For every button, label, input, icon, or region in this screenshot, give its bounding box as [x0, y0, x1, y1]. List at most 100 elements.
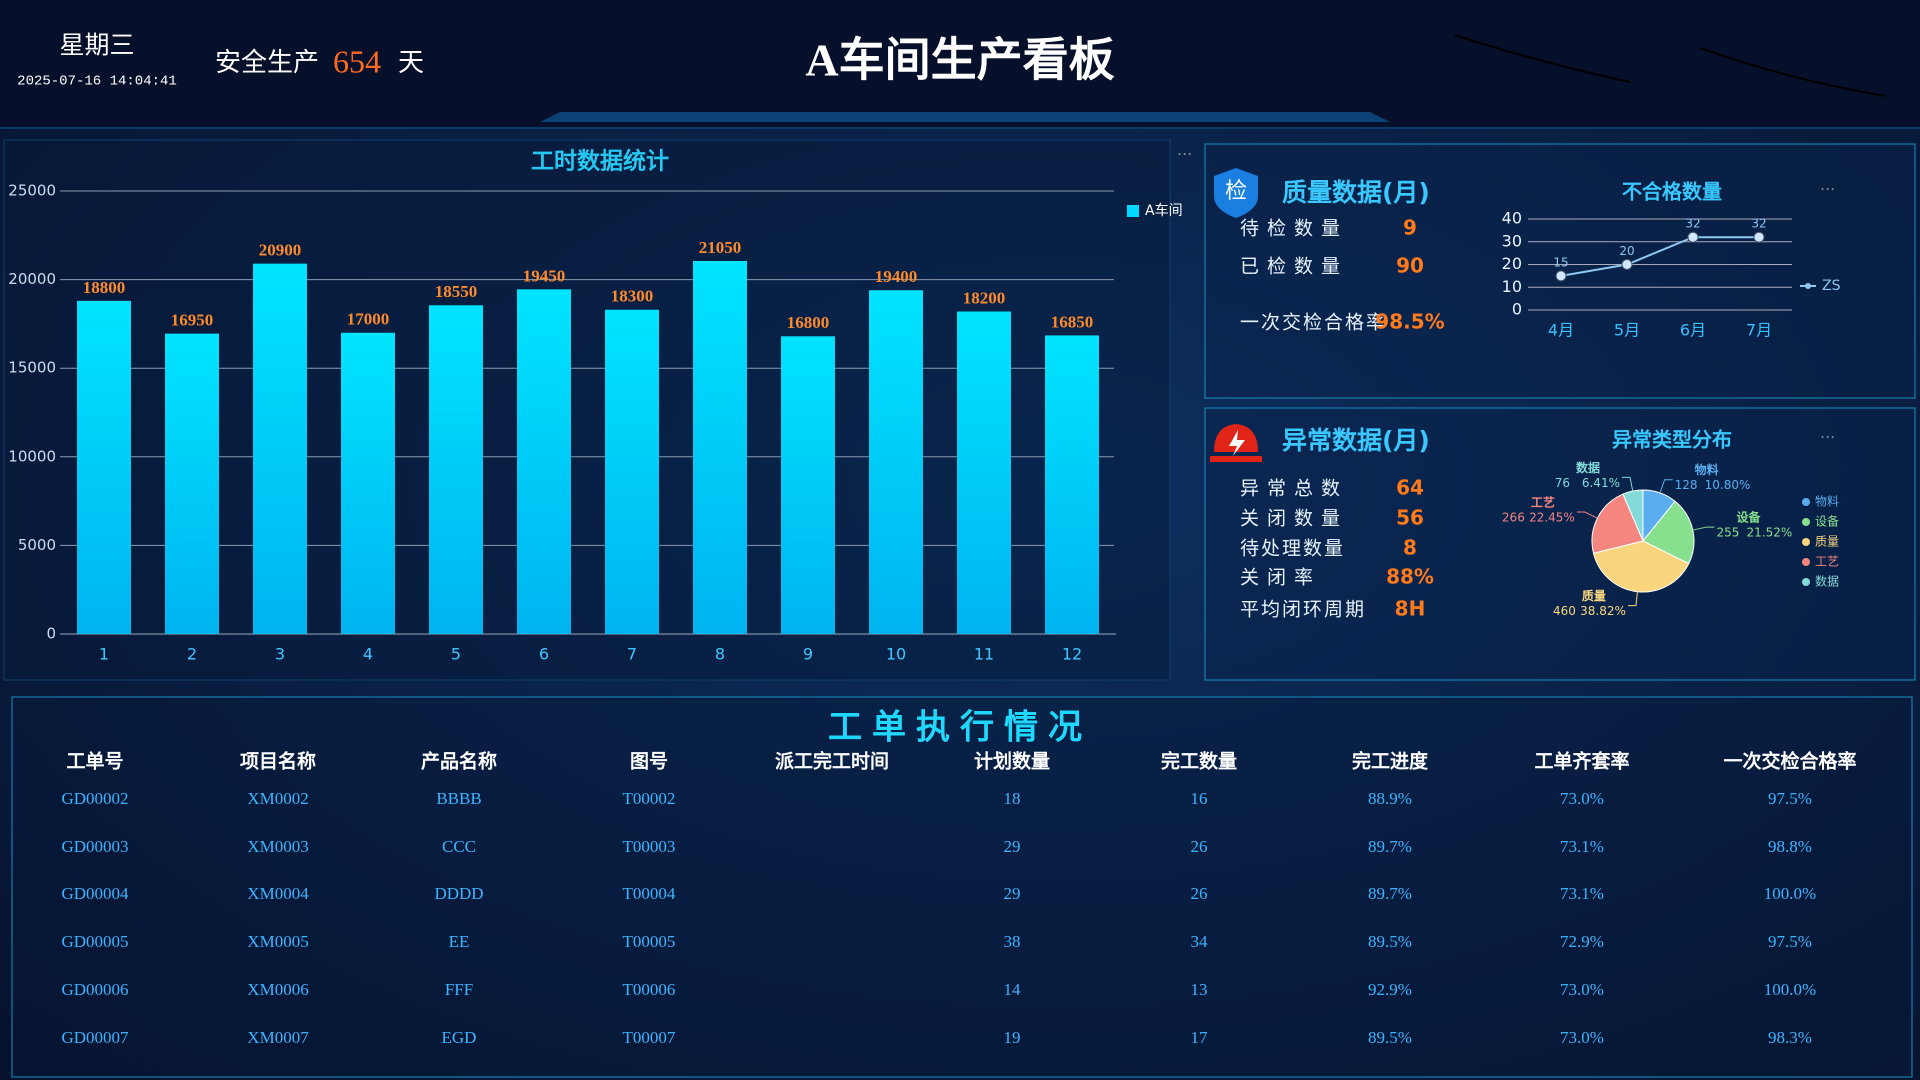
- x-tick-label: 8: [715, 645, 725, 664]
- bar: [341, 332, 395, 634]
- table-header: 项目名称: [240, 750, 316, 773]
- table-cell: GD00006: [61, 980, 128, 999]
- x-tick-label: 7月: [1746, 321, 1772, 340]
- table-cell: GD00005: [61, 932, 128, 951]
- line-point: [1555, 270, 1567, 282]
- legend-swatch: [1802, 558, 1810, 566]
- stat-value: 64: [1396, 476, 1424, 500]
- bar-value-label: 19400: [875, 267, 918, 286]
- table-cell: 26: [1191, 837, 1208, 856]
- pie-leader: [1627, 591, 1638, 607]
- x-tick-label: 6月: [1680, 321, 1706, 340]
- pie-leader: [1576, 511, 1598, 519]
- y-tick-label: 0: [1512, 300, 1522, 319]
- bar-value-label: 17000: [347, 310, 390, 329]
- x-tick-label: 9: [803, 645, 813, 664]
- bar: [429, 305, 483, 634]
- table-header: 完工数量: [1161, 750, 1237, 773]
- weekday: 星期三: [59, 33, 134, 60]
- x-tick-label: 12: [1062, 645, 1082, 664]
- stat-label: 关闭率: [1240, 567, 1321, 589]
- y-tick-label: 40: [1502, 209, 1522, 228]
- pie-label-percent: 22.45%: [1529, 510, 1575, 524]
- stat-label: 一次交检合格率: [1240, 312, 1387, 334]
- y-tick-label: 15000: [8, 359, 56, 377]
- y-tick-label: 10000: [8, 447, 56, 465]
- table-cell: T00006: [623, 980, 676, 999]
- abnormal-panel: [1204, 407, 1916, 681]
- bar-value-label: 19450: [523, 266, 566, 285]
- table-cell: 38: [1004, 932, 1021, 951]
- stat-label: 平均闭环周期: [1240, 599, 1366, 621]
- bar: [957, 311, 1011, 634]
- line-point: [1621, 259, 1633, 270]
- bar: [1045, 335, 1099, 634]
- table-cell: 14: [1004, 980, 1022, 999]
- table-cell: GD00003: [61, 837, 128, 856]
- table-header: 图号: [630, 751, 668, 773]
- point-label: 32: [1751, 217, 1766, 231]
- table-header: 完工进度: [1352, 750, 1429, 773]
- table-cell: 88.9%: [1368, 789, 1412, 808]
- x-tick-label: 11: [974, 645, 994, 664]
- table-cell: 97.5%: [1768, 932, 1812, 951]
- table-cell: 29: [1004, 837, 1021, 856]
- table-cell: 73.0%: [1560, 789, 1604, 808]
- table-cell: FFF: [445, 980, 473, 999]
- x-tick-label: 4: [363, 645, 373, 664]
- bar-value-label: 16950: [171, 311, 214, 330]
- table-cell: XM0003: [247, 837, 308, 856]
- stat-value: 90: [1396, 254, 1424, 278]
- table-cell: 34: [1191, 932, 1209, 951]
- table-cell: 92.9%: [1368, 980, 1412, 999]
- legend-label: 工艺: [1815, 555, 1839, 569]
- abnormal-title: 异常数据(月): [1282, 426, 1430, 455]
- stat-value: 9: [1403, 216, 1417, 240]
- pie-label-count: 76: [1555, 476, 1570, 490]
- table-cell: GD00002: [61, 789, 128, 808]
- quality-icon-text: 检: [1225, 179, 1247, 204]
- bar-value-label: 16800: [787, 313, 830, 332]
- table-header: 产品名称: [421, 750, 497, 773]
- legend-label: 数据: [1815, 574, 1839, 589]
- table-cell: T00007: [623, 1028, 676, 1047]
- y-tick-label: 20000: [8, 270, 56, 288]
- chart-title: 异常类型分布: [1612, 428, 1732, 452]
- line-point: [1753, 231, 1765, 243]
- pie-label-name: 数据: [1576, 460, 1600, 475]
- table-cell: 72.9%: [1560, 932, 1604, 951]
- x-tick-label: 6: [539, 645, 549, 664]
- table-cell: EE: [449, 932, 470, 951]
- table-cell: GD00007: [61, 1028, 129, 1047]
- x-tick-label: 3: [275, 645, 285, 664]
- y-tick-label: 0: [46, 625, 56, 643]
- table-cell: GD00004: [61, 884, 129, 903]
- bar-value-label: 18800: [83, 278, 126, 297]
- pie-label-name: 工艺: [1531, 494, 1555, 509]
- bar: [781, 336, 835, 634]
- y-tick-label: 10: [1502, 277, 1522, 296]
- menu-dots: ···: [1820, 180, 1835, 199]
- table-header: 计划数量: [974, 750, 1050, 773]
- table-cell: T00002: [623, 789, 676, 808]
- table-cell: 18: [1004, 789, 1021, 808]
- bar-value-label: 18200: [963, 288, 1006, 307]
- pie-label-percent: 10.80%: [1705, 478, 1751, 492]
- pie-label-count: 255: [1716, 526, 1739, 540]
- bar: [869, 290, 923, 634]
- legend-label: 质量: [1815, 535, 1839, 549]
- table-cell: BBBB: [436, 789, 481, 808]
- stat-label: 待处理数量: [1240, 538, 1345, 560]
- pie-label-count: 266: [1502, 510, 1525, 524]
- chart-title: 不合格数量: [1622, 180, 1722, 204]
- title-base: [540, 112, 1390, 122]
- table-cell: T00005: [623, 932, 676, 951]
- table-cell: XM0005: [247, 932, 308, 951]
- table-cell: 26: [1191, 884, 1208, 903]
- table-cell: XM0004: [247, 884, 309, 903]
- stat-value: 88%: [1386, 565, 1434, 589]
- table-cell: 98.8%: [1768, 837, 1812, 856]
- scribble: [1454, 34, 1886, 97]
- pie-leader: [1621, 476, 1634, 492]
- point-label: 32: [1685, 217, 1700, 231]
